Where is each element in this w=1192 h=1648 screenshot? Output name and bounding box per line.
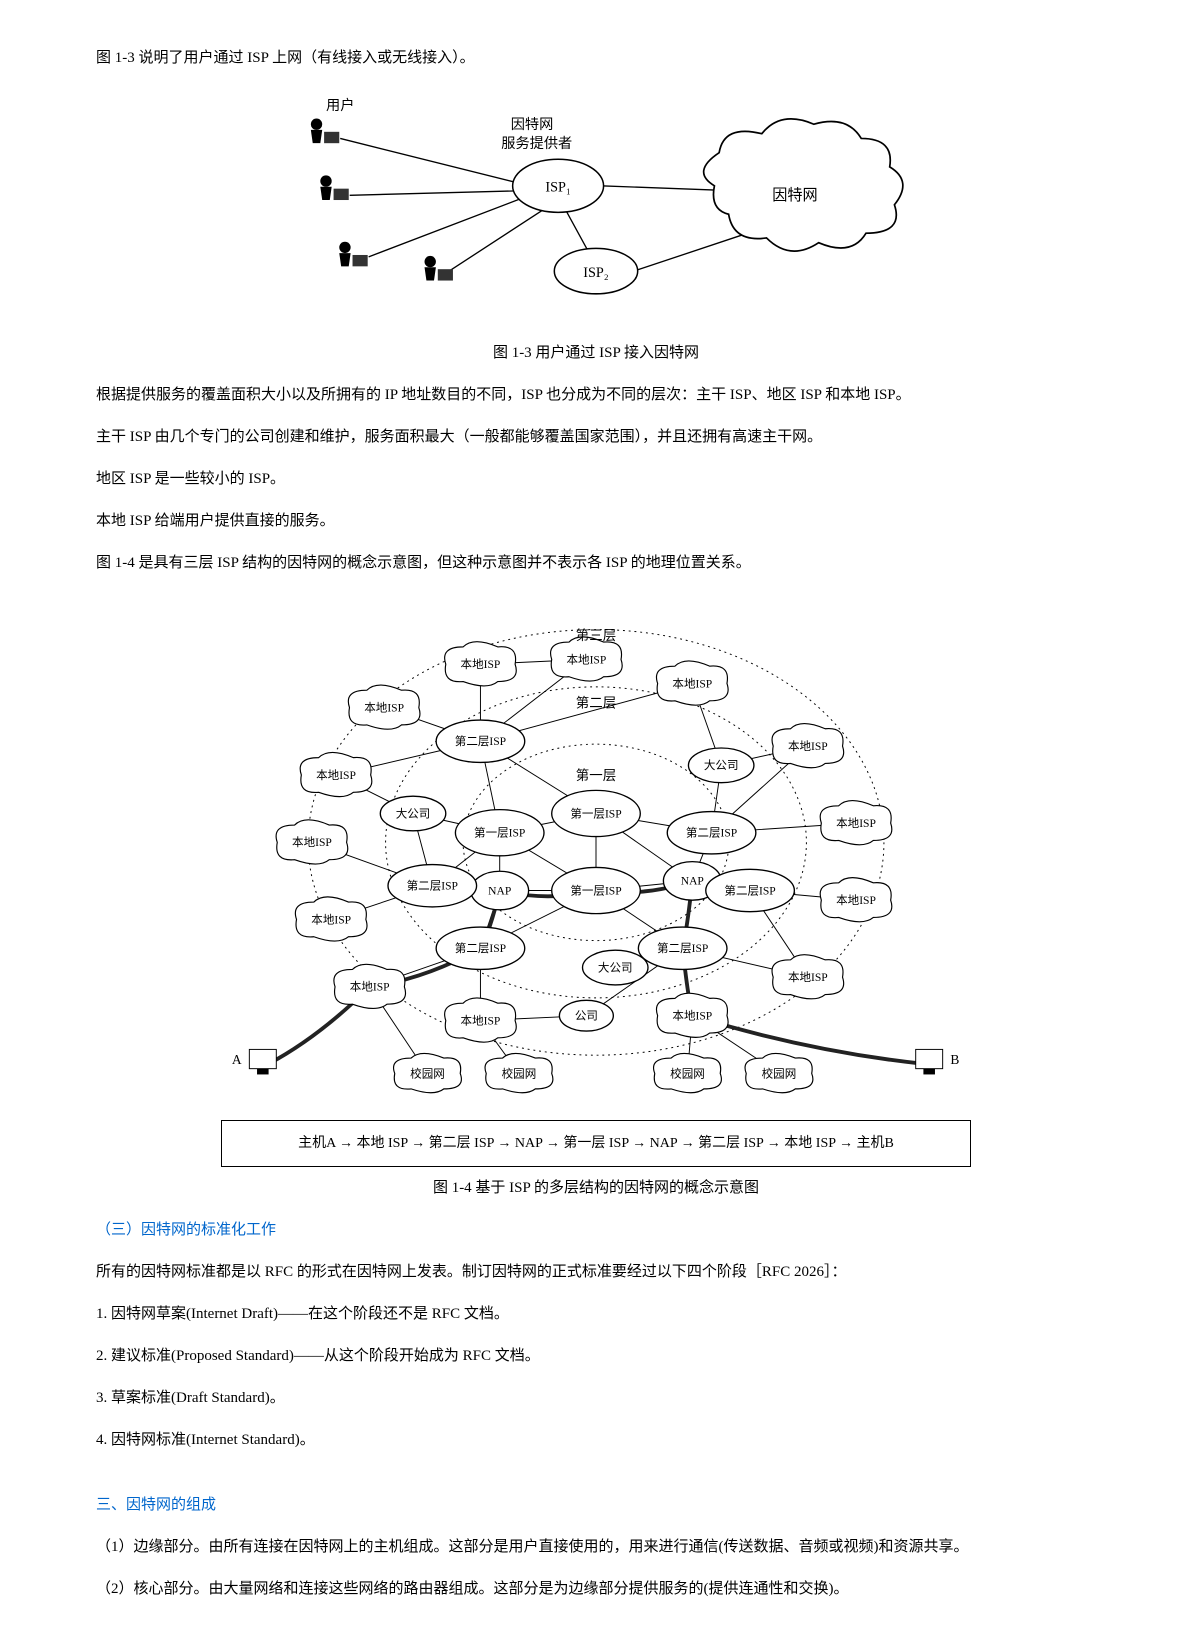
- figure-1-3: 用户 因特网 服务提供者 ISP₁ ISP₂ 因特网: [236, 87, 956, 332]
- svg-text:本地ISP: 本地ISP: [461, 1013, 501, 1027]
- svg-text:第二层ISP: 第二层ISP: [724, 883, 775, 897]
- fig14-path-box: 主机A → 本地 ISP → 第二层 ISP → NAP → 第一层 ISP →…: [221, 1120, 971, 1167]
- rfc-stage-item: 4. 因特网标准(Internet Standard)。: [66, 1427, 1126, 1454]
- svg-text:本地ISP: 本地ISP: [672, 676, 712, 690]
- label-layer3: 第三层: [576, 627, 616, 643]
- svg-text:第二层ISP: 第二层ISP: [407, 879, 458, 893]
- svg-text:NAP: NAP: [488, 885, 511, 897]
- label-internet: 因特网: [772, 187, 817, 204]
- svg-text:第二层ISP: 第二层ISP: [686, 826, 737, 840]
- svg-text:第二层ISP: 第二层ISP: [657, 941, 708, 955]
- fig14-caption: 图 1-4 基于 ISP 的多层结构的因特网的概念示意图: [66, 1175, 1126, 1202]
- svg-text:本地ISP: 本地ISP: [788, 970, 828, 984]
- svg-text:公司: 公司: [575, 1010, 598, 1023]
- rfc-stage-item: 2. 建议标准(Proposed Standard)——从这个阶段开始成为 RF…: [66, 1343, 1126, 1370]
- svg-text:本地ISP: 本地ISP: [292, 835, 332, 849]
- svg-text:大公司: 大公司: [598, 960, 633, 974]
- svg-text:第二层ISP: 第二层ISP: [455, 941, 506, 955]
- svg-text:B: B: [950, 1052, 959, 1067]
- rfc-stage-item: 1. 因特网草案(Internet Draft)——在这个阶段还不是 RFC 文…: [66, 1301, 1126, 1328]
- svg-text:本地ISP: 本地ISP: [566, 652, 606, 666]
- rfc-stage-item: 3. 草案标准(Draft Standard)。: [66, 1385, 1126, 1412]
- svg-text:本地ISP: 本地ISP: [836, 816, 876, 830]
- svg-text:本地ISP: 本地ISP: [311, 912, 351, 926]
- svg-text:校园网: 校园网: [410, 1066, 445, 1080]
- fig13-caption: 图 1-3 用户通过 ISP 接入因特网: [66, 340, 1126, 367]
- svg-text:第一层ISP: 第一层ISP: [570, 806, 621, 820]
- label-isp2: ISP₂: [583, 265, 609, 281]
- para-fig14-intro: 图 1-4 是具有三层 ISP 结构的因特网的概念示意图，但这种示意图并不表示各…: [66, 550, 1126, 577]
- svg-text:本地ISP: 本地ISP: [461, 657, 501, 671]
- svg-text:本地ISP: 本地ISP: [364, 700, 404, 714]
- label-provider-2: 服务提供者: [501, 135, 572, 152]
- svg-text:校园网: 校园网: [670, 1066, 705, 1080]
- svg-text:本地ISP: 本地ISP: [316, 768, 356, 782]
- section-3-para: 所有的因特网标准都是以 RFC 的形式在因特网上发表。制订因特网的正式标准要经过…: [66, 1259, 1126, 1286]
- svg-text:校园网: 校园网: [502, 1066, 537, 1080]
- svg-text:第一层ISP: 第一层ISP: [570, 883, 621, 897]
- composition-item: （2）核心部分。由大量网络和连接这些网络的路由器组成。这部分是为边缘部分提供服务…: [66, 1576, 1126, 1603]
- svg-text:A: A: [232, 1052, 242, 1067]
- para-fig13-intro: 图 1-3 说明了用户通过 ISP 上网（有线接入或无线接入）。: [66, 45, 1126, 72]
- svg-text:本地ISP: 本地ISP: [672, 1009, 712, 1023]
- host-a-icon: A: [232, 1049, 276, 1074]
- label-provider-1: 因特网: [511, 116, 554, 133]
- svg-text:NAP: NAP: [681, 876, 704, 888]
- label-layer1: 第一层: [576, 767, 616, 783]
- svg-text:第二层ISP: 第二层ISP: [455, 734, 506, 748]
- svg-text:本地ISP: 本地ISP: [350, 980, 390, 994]
- svg-text:校园网: 校园网: [762, 1066, 797, 1080]
- composition-list: （1）边缘部分。由所有连接在因特网上的主机组成。这部分是用户直接使用的，用来进行…: [66, 1534, 1126, 1603]
- para-local: 本地 ISP 给端用户提供直接的服务。: [66, 508, 1126, 535]
- svg-text:大公司: 大公司: [704, 758, 739, 772]
- figure-1-4: 第一层ISP 第一层ISP 第一层ISP NAP NAP 第二层ISP 第二层ISP 第二层I…: [206, 592, 986, 1112]
- rfc-stages-list: 1. 因特网草案(Internet Draft)——在这个阶段还不是 RFC 文…: [66, 1301, 1126, 1454]
- composition-item: （1）边缘部分。由所有连接在因特网上的主机组成。这部分是用户直接使用的，用来进行…: [66, 1534, 1126, 1561]
- label-isp1: ISP₁: [545, 180, 570, 196]
- para-backbone: 主干 ISP 由几个专门的公司创建和维护，服务面积最大（一般都能够覆盖国家范围）…: [66, 424, 1126, 451]
- label-user: 用户: [326, 97, 354, 114]
- svg-text:大公司: 大公司: [396, 806, 431, 820]
- svg-text:本地ISP: 本地ISP: [836, 893, 876, 907]
- para-regional: 地区 ISP 是一些较小的 ISP。: [66, 466, 1126, 493]
- label-layer2: 第二层: [576, 695, 616, 711]
- section-3-title: （三）因特网的标准化工作: [66, 1217, 1126, 1244]
- para-levels: 根据提供服务的覆盖面积大小以及所拥有的 IP 地址数目的不同，ISP 也分成为不…: [66, 382, 1126, 409]
- svg-text:本地ISP: 本地ISP: [788, 739, 828, 753]
- user-icons: [311, 119, 453, 281]
- host-b-icon: B: [916, 1049, 960, 1074]
- svg-text:第一层ISP: 第一层ISP: [474, 826, 525, 840]
- section-composition-title: 三、因特网的组成: [66, 1492, 1126, 1519]
